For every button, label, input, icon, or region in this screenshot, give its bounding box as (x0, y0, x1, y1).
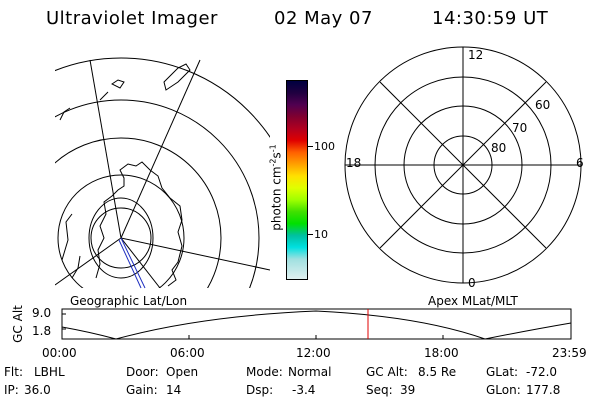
altitude-xtick-1200: 12:00 (296, 346, 331, 360)
colorbar-tick (308, 146, 313, 147)
status-seq-value: 39 (400, 383, 416, 397)
status-flt-value: LBHL (34, 365, 65, 379)
status-glon-value: 177.8 (526, 383, 561, 397)
colorbar (286, 80, 308, 280)
colorbar-tick-label-10: 10 (314, 228, 328, 241)
altitude-ytick-9: 9.0 (32, 306, 52, 320)
status-flt-key: Flt: (4, 365, 23, 379)
status-glon-key: GLon: (486, 383, 521, 397)
status-door-key: Door: (126, 365, 159, 379)
altitude-xtick-0600: 06:00 (170, 346, 205, 360)
mlt-label-0: 0 (468, 276, 476, 290)
app-title: Ultraviolet Imager (46, 8, 218, 29)
right-panel-caption: Apex MLat/MLT (428, 294, 518, 308)
status-gain-key: Gain: (126, 383, 158, 397)
coastline (95, 161, 183, 287)
time-label: 14:30:59 UT (432, 8, 549, 29)
mlt-label-12: 12 (468, 48, 484, 62)
mlat-label-80: 80 (491, 141, 507, 155)
left-panel-caption: Geographic Lat/Lon (70, 294, 188, 308)
mlt-label-6: 6 (576, 156, 584, 170)
colorbar-tick-label-100: 100 (314, 140, 335, 153)
status-gain-value: 14 (166, 383, 182, 397)
latitude-circles (55, 57, 270, 288)
altitude-xtick-1800: 18:00 (424, 346, 459, 360)
status-glat-value: -72.0 (526, 365, 558, 379)
status-ip-key: IP: (4, 383, 19, 397)
altitude-curve (61, 310, 572, 340)
altitude-xtick-2359: 23:59 (552, 346, 587, 360)
status-dsp-value: -3.4 (292, 383, 316, 397)
status-gcalt-key: GC Alt: (366, 365, 408, 379)
status-seq-key: Seq: (366, 383, 393, 397)
status-gcalt-value: 8.5 Re (418, 365, 457, 379)
colorbar-tick (308, 234, 313, 235)
status-ip-value: 36.0 (24, 383, 51, 397)
mlt-label-18: 18 (346, 156, 362, 170)
status-mode-value: Normal (288, 365, 332, 379)
mlat-label-70: 70 (512, 121, 528, 135)
status-mode-key: Mode: (246, 365, 283, 379)
altitude-ytick-1-8: 1.8 (32, 324, 52, 338)
status-glat-key: GLat: (486, 365, 519, 379)
status-door-value: Open (166, 365, 199, 379)
status-dsp-key: Dsp: (246, 383, 274, 397)
altitude-xtick-0000: 00:00 (42, 346, 77, 360)
new-zealand-coast (163, 63, 191, 91)
date-label: 02 May 07 (274, 8, 373, 29)
mlat-label-60: 60 (535, 98, 551, 112)
